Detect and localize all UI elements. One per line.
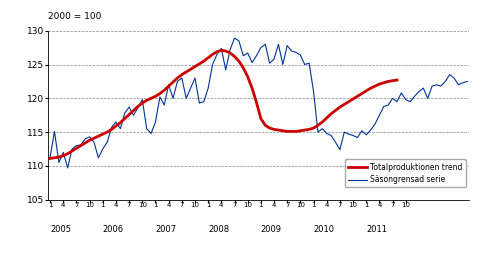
Text: 2011: 2011	[366, 225, 387, 234]
Totalproduktionen trend	[289, 130, 295, 133]
Text: 2000 = 100: 2000 = 100	[48, 12, 101, 20]
Text: 2009: 2009	[261, 225, 282, 234]
Totalproduktionen trend	[394, 79, 400, 82]
Totalproduktionen trend	[359, 92, 365, 95]
Totalproduktionen trend	[201, 60, 206, 63]
Line: Totalproduktionen trend: Totalproduktionen trend	[50, 50, 397, 158]
Säsongrensad serie	[236, 39, 242, 42]
Legend: Totalproduktionen trend, Säsongrensad serie: Totalproduktionen trend, Säsongrensad se…	[345, 159, 466, 187]
Säsongrensad serie	[280, 63, 285, 66]
Säsongrensad serie	[464, 80, 470, 83]
Säsongrensad serie	[170, 97, 176, 100]
Totalproduktionen trend	[258, 117, 264, 120]
Säsongrensad serie	[47, 156, 53, 159]
Säsongrensad serie	[109, 126, 114, 129]
Totalproduktionen trend	[262, 124, 268, 127]
Säsongrensad serie	[232, 37, 238, 40]
Line: Säsongrensad serie: Säsongrensad serie	[50, 38, 467, 168]
Text: 2008: 2008	[208, 225, 229, 234]
Totalproduktionen trend	[47, 157, 53, 160]
Totalproduktionen trend	[275, 129, 281, 132]
Säsongrensad serie	[267, 62, 273, 65]
Säsongrensad serie	[438, 84, 444, 88]
Text: 2010: 2010	[314, 225, 334, 234]
Text: 2007: 2007	[156, 225, 177, 234]
Text: 2006: 2006	[103, 225, 124, 234]
Totalproduktionen trend	[218, 49, 224, 52]
Säsongrensad serie	[65, 166, 70, 169]
Text: 2005: 2005	[50, 225, 71, 234]
